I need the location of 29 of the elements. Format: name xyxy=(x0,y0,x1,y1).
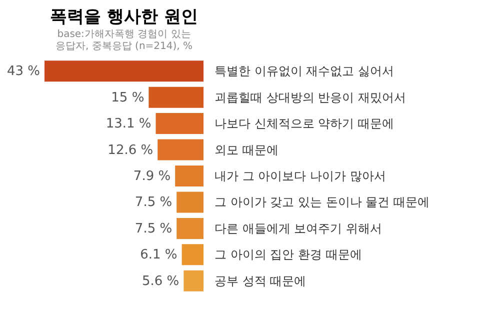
bar xyxy=(174,164,204,188)
y-tick-label: 특별한 이유없이 재수없고 싫어서 xyxy=(214,64,394,78)
bar xyxy=(176,216,204,240)
data-label: 15 % xyxy=(111,90,144,106)
bar xyxy=(182,269,204,292)
data-label: 43 % xyxy=(6,64,40,80)
y-tick-label: 공부 성적 때문에 xyxy=(214,274,306,288)
y-tick-label: 내가 그 아이보다 나이가 많아서 xyxy=(214,169,386,183)
data-label: 7.5 % xyxy=(134,195,172,210)
chart-title: 폭력을 행사한 원인 xyxy=(50,7,198,27)
data-label: 13.1 % xyxy=(106,116,152,132)
bar xyxy=(176,190,204,214)
y-tick-label: 나보다 신체적으로 약하기 때문에 xyxy=(214,116,394,131)
bar xyxy=(180,243,204,266)
y-tick-label: 그 아이가 갖고 있는 돈이나 물건 때문에 xyxy=(214,195,430,210)
y-tick-label: 외모 때문에 xyxy=(214,142,278,157)
data-label: 7.9 % xyxy=(133,169,171,184)
bar xyxy=(154,112,204,136)
data-label: 6.1 % xyxy=(140,248,178,263)
data-label: 12.6 % xyxy=(108,142,154,158)
data-label: 5.6 % xyxy=(142,274,180,289)
bar xyxy=(148,86,204,109)
y-tick-label: 괴롭힐때 상대방의 반응이 재밌어서 xyxy=(214,90,406,104)
y-tick-label: 다른 애들에게 보여주기 위해서 xyxy=(214,221,382,236)
bar xyxy=(156,138,204,162)
data-label: 7.5 % xyxy=(134,221,172,236)
bar xyxy=(44,60,204,83)
chart-subtitle: base:가해자폭행 경험이 있는 응답자, 중복응답 (n=214), % xyxy=(55,29,193,52)
y-tick-label: 그 아이의 집안 환경 때문에 xyxy=(214,248,362,262)
